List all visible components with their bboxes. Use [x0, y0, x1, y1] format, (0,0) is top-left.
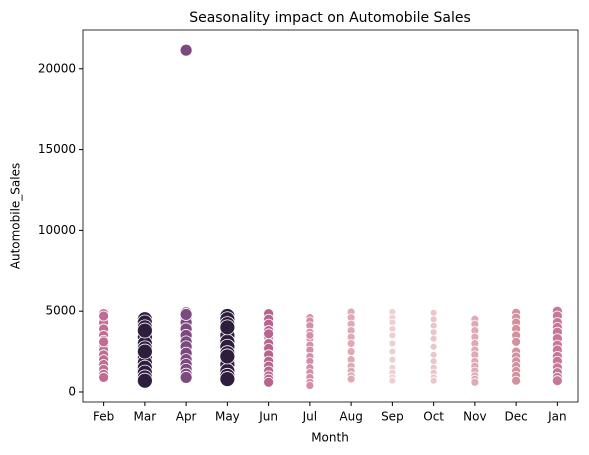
point: [136, 372, 153, 389]
point: [136, 343, 153, 360]
point: [388, 331, 397, 340]
x-tick-label: Nov: [463, 410, 486, 424]
point: [429, 308, 438, 317]
y-tick-label: 20000: [38, 61, 76, 75]
point: [429, 357, 438, 366]
point: [179, 308, 193, 321]
point: [346, 339, 356, 348]
point: [429, 328, 438, 337]
point: [429, 315, 438, 324]
x-axis-label: Month: [311, 431, 349, 445]
chart-title: Seasonality impact on Automobile Sales: [189, 10, 471, 26]
point: [388, 325, 397, 333]
point: [346, 347, 356, 356]
point: [429, 342, 438, 351]
y-tick-label: 15000: [38, 142, 76, 156]
point: [429, 350, 438, 359]
point: [179, 43, 193, 57]
point: [429, 334, 438, 343]
point: [98, 310, 110, 322]
point: [98, 336, 110, 348]
x-tick-label: Feb: [93, 410, 114, 424]
y-tick-label: 5000: [45, 304, 76, 318]
x-tick-label: Oct: [423, 410, 444, 424]
x-tick-label: Apr: [176, 410, 197, 424]
point: [305, 331, 315, 340]
point: [346, 374, 356, 384]
point: [388, 339, 397, 348]
point: [219, 319, 236, 336]
point: [98, 372, 110, 383]
point: [511, 336, 522, 347]
point: [429, 376, 438, 385]
point: [470, 377, 480, 387]
plot-frame: [82, 29, 579, 403]
point: [263, 328, 275, 340]
point: [429, 321, 438, 330]
point: [219, 371, 236, 387]
point: [263, 376, 275, 388]
x-tick-label: Jun: [258, 410, 278, 424]
y-tick-label: 0: [68, 384, 76, 398]
point: [388, 355, 397, 364]
point: [136, 322, 153, 339]
x-tick-label: Jul: [302, 410, 317, 424]
x-tick-label: Aug: [339, 410, 362, 424]
point: [388, 318, 397, 327]
point: [179, 371, 193, 384]
x-tick-label: May: [215, 410, 240, 424]
point: [305, 381, 315, 390]
point: [551, 375, 563, 387]
point: [511, 375, 522, 386]
y-tick-label: 10000: [38, 223, 76, 237]
x-tick-label: Sep: [381, 410, 404, 424]
point: [388, 347, 397, 356]
x-tick-label: Dec: [505, 410, 528, 424]
x-tick-label: Mar: [134, 410, 157, 424]
point: [219, 348, 236, 365]
point: [388, 376, 397, 385]
x-tick-label: Jan: [547, 410, 567, 424]
y-axis-label: Automobile_Sales: [9, 163, 23, 270]
